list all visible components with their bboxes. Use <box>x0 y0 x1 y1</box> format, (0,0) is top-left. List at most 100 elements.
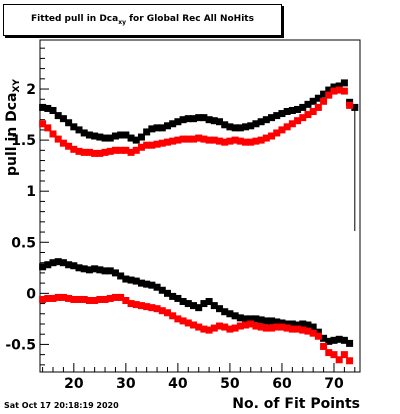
data-point <box>122 146 130 154</box>
data-point <box>231 324 239 332</box>
data-point <box>268 114 276 122</box>
y-tick-label: 1 <box>26 184 36 200</box>
data-point <box>221 323 229 331</box>
data-point <box>314 94 322 102</box>
data-point <box>153 124 161 132</box>
data-point <box>242 138 250 146</box>
data-point <box>169 120 177 128</box>
data-point <box>174 118 182 126</box>
data-point <box>195 323 203 331</box>
data-point <box>205 136 213 144</box>
data-point <box>111 132 119 140</box>
data-point <box>252 315 260 323</box>
data-point <box>278 323 286 331</box>
data-point <box>221 308 229 316</box>
data-point <box>158 307 166 315</box>
data-point <box>330 87 338 95</box>
data-point <box>169 137 177 145</box>
data-point <box>252 322 260 330</box>
data-point <box>335 335 343 343</box>
data-point <box>231 136 239 144</box>
data-point <box>236 314 244 322</box>
data-point <box>210 324 218 332</box>
data-point <box>127 134 135 142</box>
data-point <box>242 315 250 323</box>
data-point <box>252 120 260 128</box>
data-point <box>283 324 291 332</box>
data-point <box>335 82 343 90</box>
x-tick-label: 30 <box>116 376 136 392</box>
data-point <box>257 323 265 331</box>
data-point <box>101 295 109 303</box>
data-point <box>132 146 140 154</box>
data-point <box>169 312 177 320</box>
data-point <box>148 304 156 312</box>
data-point <box>65 261 73 269</box>
data-point <box>101 134 109 142</box>
data-point <box>210 117 218 125</box>
data-point <box>195 134 203 142</box>
data-point <box>294 117 302 125</box>
data-point <box>85 296 93 304</box>
data-point <box>314 328 322 336</box>
series-0 <box>39 79 359 144</box>
data-point <box>257 316 265 324</box>
data-point <box>54 135 62 143</box>
data-point <box>117 293 125 301</box>
data-point <box>143 303 151 311</box>
data-point <box>132 136 140 144</box>
data-point <box>210 302 218 310</box>
y-tick-label: 0 <box>26 286 36 302</box>
data-point <box>200 300 208 308</box>
data-point <box>304 327 312 335</box>
data-point <box>106 134 114 142</box>
data-point <box>184 319 192 327</box>
data-point <box>340 351 348 359</box>
date-stamp: Sat Oct 17 20:18:19 2020 <box>4 401 119 410</box>
data-point <box>335 86 343 94</box>
data-point <box>80 265 88 273</box>
data-point <box>195 114 203 122</box>
data-point <box>117 131 125 139</box>
data-point <box>127 300 135 308</box>
data-point <box>122 296 130 304</box>
data-point <box>226 137 234 145</box>
data-point <box>288 120 296 128</box>
data-point <box>70 145 78 153</box>
data-point <box>226 325 234 333</box>
x-tick-label: 20 <box>64 376 84 392</box>
data-point <box>132 277 140 285</box>
data-point <box>59 293 67 301</box>
data-point <box>340 79 348 87</box>
data-point <box>111 269 119 277</box>
data-point <box>44 124 52 132</box>
data-point <box>278 110 286 118</box>
y-tick-label: -0.5 <box>5 337 36 353</box>
data-point <box>39 263 47 271</box>
chart-title-box: Fitted pull in Dcaxy for Global Rec All … <box>3 4 282 36</box>
data-point <box>163 122 171 130</box>
data-point <box>127 148 135 156</box>
data-point <box>96 266 104 274</box>
data-point <box>278 126 286 134</box>
data-point <box>174 315 182 323</box>
data-point <box>44 261 52 269</box>
data-point <box>80 129 88 137</box>
data-point <box>294 321 302 329</box>
x-axis-label: No. of Fit Points <box>232 396 360 412</box>
data-point <box>184 300 192 308</box>
data-point <box>122 275 130 283</box>
data-point <box>205 326 213 334</box>
data-point <box>49 106 57 114</box>
data-point <box>174 294 182 302</box>
data-point <box>75 126 83 134</box>
data-point <box>96 149 104 157</box>
data-point <box>174 136 182 144</box>
data-point <box>49 130 57 138</box>
data-point <box>179 298 187 306</box>
data-point <box>189 115 197 123</box>
data-point <box>163 138 171 146</box>
data-point <box>75 295 83 303</box>
data-point <box>158 286 166 294</box>
